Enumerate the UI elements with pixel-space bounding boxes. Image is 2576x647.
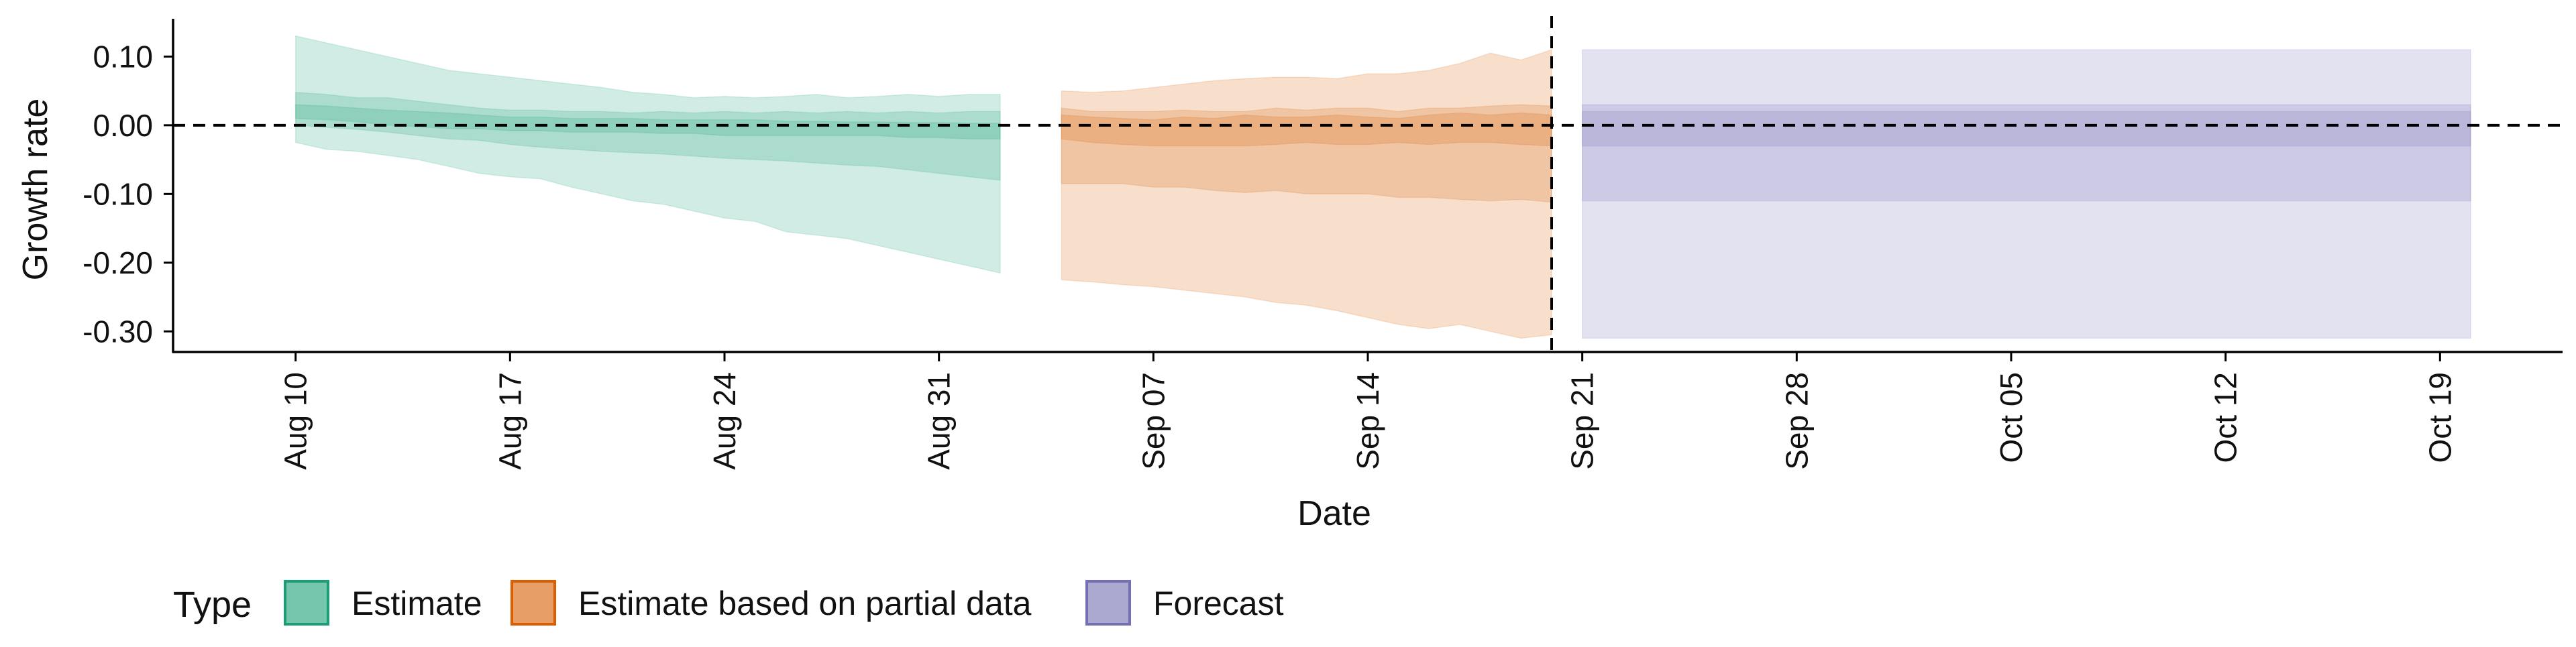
series-estimate-based-on-partial-data xyxy=(1061,49,1552,339)
reference-lines xyxy=(173,16,2563,352)
legend: Type Estimate Estimate based on partial d… xyxy=(173,580,1284,626)
legend-item-estimate-based-on-partial-data: Estimate based on partial data xyxy=(511,580,1032,626)
y-tick-label: -0.30 xyxy=(83,314,153,349)
x-tick-label: Aug 10 xyxy=(278,372,313,470)
band-20-estimate xyxy=(294,104,1001,140)
legend-swatch-forecast xyxy=(1085,580,1131,626)
legend-item-forecast: Forecast xyxy=(1085,580,1284,626)
legend-item-estimate: Estimate xyxy=(284,580,482,626)
legend-label-estimate: Estimate xyxy=(352,585,482,622)
y-axis-title: Growth rate xyxy=(16,99,55,281)
y-tick-label: -0.10 xyxy=(83,176,153,211)
x-tick-label: Sep 14 xyxy=(1350,372,1385,470)
y-tick-label: -0.20 xyxy=(83,245,153,280)
x-tick-label: Sep 21 xyxy=(1565,372,1600,470)
x-tick-label: Oct 05 xyxy=(1994,372,2029,463)
y-tick-label: 0.00 xyxy=(93,108,153,143)
x-tick-label: Oct 12 xyxy=(2208,372,2243,463)
series-forecast xyxy=(1581,49,2471,339)
bands-layer xyxy=(294,35,2471,339)
band-90-forecast xyxy=(1581,49,2471,339)
band-20-forecast xyxy=(1581,111,2471,147)
legend-title: Type xyxy=(173,585,252,625)
x-tick-label: Sep 28 xyxy=(1779,372,1814,470)
series-estimate xyxy=(294,35,1001,274)
legend-swatch-estimate-based-on-partial-data xyxy=(511,580,556,626)
x-tick-label: Aug 24 xyxy=(707,372,742,470)
y-tick-label: 0.10 xyxy=(93,39,153,74)
band-90-estimate xyxy=(294,35,1001,274)
legend-swatch-estimate xyxy=(284,580,329,626)
ticks: 0.10 0.00 -0.10 -0.20 -0.30 Aug 10 Aug 17 Aug 2… xyxy=(83,39,2457,469)
legend-label-estimate-based-on-partial-data: Estimate based on partial data xyxy=(578,585,1032,622)
x-tick-label: Sep 07 xyxy=(1136,372,1171,470)
band-50-estimate xyxy=(294,91,1001,181)
x-tick-label: Aug 31 xyxy=(922,372,957,470)
x-axis-title: Date xyxy=(1297,494,1371,533)
x-tick-label: Oct 19 xyxy=(2422,372,2457,463)
legend-label-forecast: Forecast xyxy=(1153,585,1284,622)
x-tick-label: Aug 17 xyxy=(492,372,527,470)
band-50-forecast xyxy=(1581,104,2471,202)
band-90-estimate-based-on-partial-data xyxy=(1061,49,1552,339)
